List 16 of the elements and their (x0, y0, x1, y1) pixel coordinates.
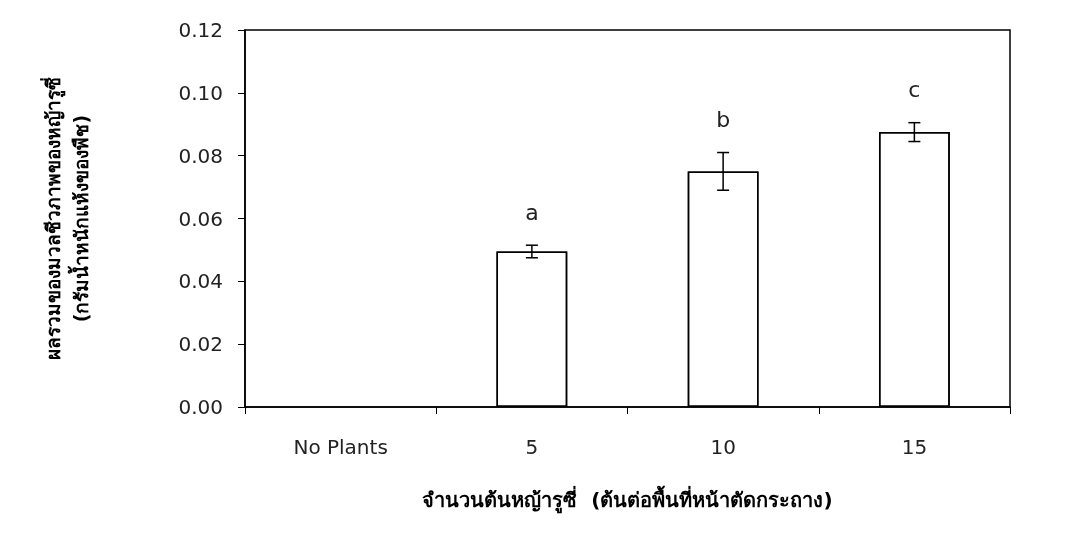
annotation: b (716, 107, 731, 133)
y-tick-label: 0.00 (178, 395, 223, 419)
x-tick-label: 15 (901, 435, 928, 459)
y-tick-label: 0.12 (178, 18, 223, 42)
x-tick-label: No Plants (293, 435, 388, 459)
y-axis-title: ผลรวมของมวลชีวภาพของหญ้ารูซี่ (กรัมน้ำหนักแห้งของพืช) (40, 77, 92, 360)
y-tick-label: 0.10 (178, 80, 223, 105)
annotation: a (525, 199, 539, 225)
y-tick-label: 0.04 (178, 269, 223, 294)
y-tick-label: 0.06 (178, 206, 223, 231)
x-axis-title: จำนวนต้นหญ้ารูซี่ (ต้นต่อพื้นที่หน้าตัดกระถาง) (422, 485, 833, 514)
annotation: c (908, 77, 921, 103)
y-tick-label: 0.08 (178, 143, 223, 168)
x-tick-label: 10 (710, 435, 736, 459)
x-tick-label: 5 (525, 435, 539, 459)
y-tick-label: 0.02 (178, 332, 223, 357)
